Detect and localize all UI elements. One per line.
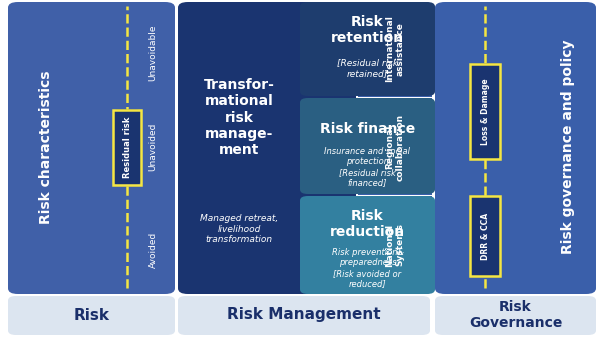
Text: Residual risk: Residual risk <box>122 116 131 178</box>
Text: Risk finance: Risk finance <box>320 122 415 136</box>
FancyBboxPatch shape <box>435 296 596 335</box>
FancyBboxPatch shape <box>435 2 596 294</box>
Bar <box>113 110 141 185</box>
Text: Risk: Risk <box>73 308 110 322</box>
FancyBboxPatch shape <box>8 296 175 335</box>
FancyBboxPatch shape <box>300 98 435 194</box>
Text: Transfor-
mational
risk
manage-
ment: Transfor- mational risk manage- ment <box>203 78 275 157</box>
FancyBboxPatch shape <box>178 2 356 294</box>
Text: Avoided: Avoided <box>149 232 158 268</box>
Bar <box>470 64 500 159</box>
Text: Regional
collaboration: Regional collaboration <box>385 114 405 180</box>
FancyBboxPatch shape <box>358 2 432 294</box>
Text: Risk
reduction: Risk reduction <box>330 209 405 239</box>
Bar <box>470 196 500 276</box>
Text: [Residual risk
retained]: [Residual risk retained] <box>337 58 398 78</box>
FancyBboxPatch shape <box>470 64 500 159</box>
Text: Unavoidable: Unavoidable <box>149 25 158 81</box>
FancyBboxPatch shape <box>300 2 435 96</box>
FancyBboxPatch shape <box>470 196 500 276</box>
Text: Risk
retention: Risk retention <box>331 15 404 45</box>
FancyBboxPatch shape <box>300 196 435 294</box>
Text: Risk
Governance: Risk Governance <box>469 300 562 330</box>
FancyBboxPatch shape <box>113 110 141 185</box>
Text: National
Systems: National Systems <box>385 223 405 267</box>
Text: Loss & Damage: Loss & Damage <box>480 78 489 145</box>
Bar <box>358 97 432 98</box>
FancyBboxPatch shape <box>8 2 175 294</box>
Text: Insurance and social
protection
[Residual risk
financed]: Insurance and social protection [Residua… <box>324 147 411 187</box>
Text: Risk characteristics: Risk characteristics <box>39 70 53 224</box>
Text: International
assistance: International assistance <box>385 16 405 82</box>
Text: Managed retreat,
livelihood
transformation: Managed retreat, livelihood transformati… <box>200 214 278 244</box>
Bar <box>358 195 432 196</box>
Text: Risk governance and policy: Risk governance and policy <box>561 40 575 254</box>
Text: Risk prevention&
preparedness
[Risk avoided or
reduced]: Risk prevention& preparedness [Risk avoi… <box>332 248 403 288</box>
Text: Risk Management: Risk Management <box>227 308 381 322</box>
FancyBboxPatch shape <box>178 296 430 335</box>
Text: DRR & CCA: DRR & CCA <box>480 213 489 260</box>
Text: Unavoided: Unavoided <box>149 123 158 171</box>
